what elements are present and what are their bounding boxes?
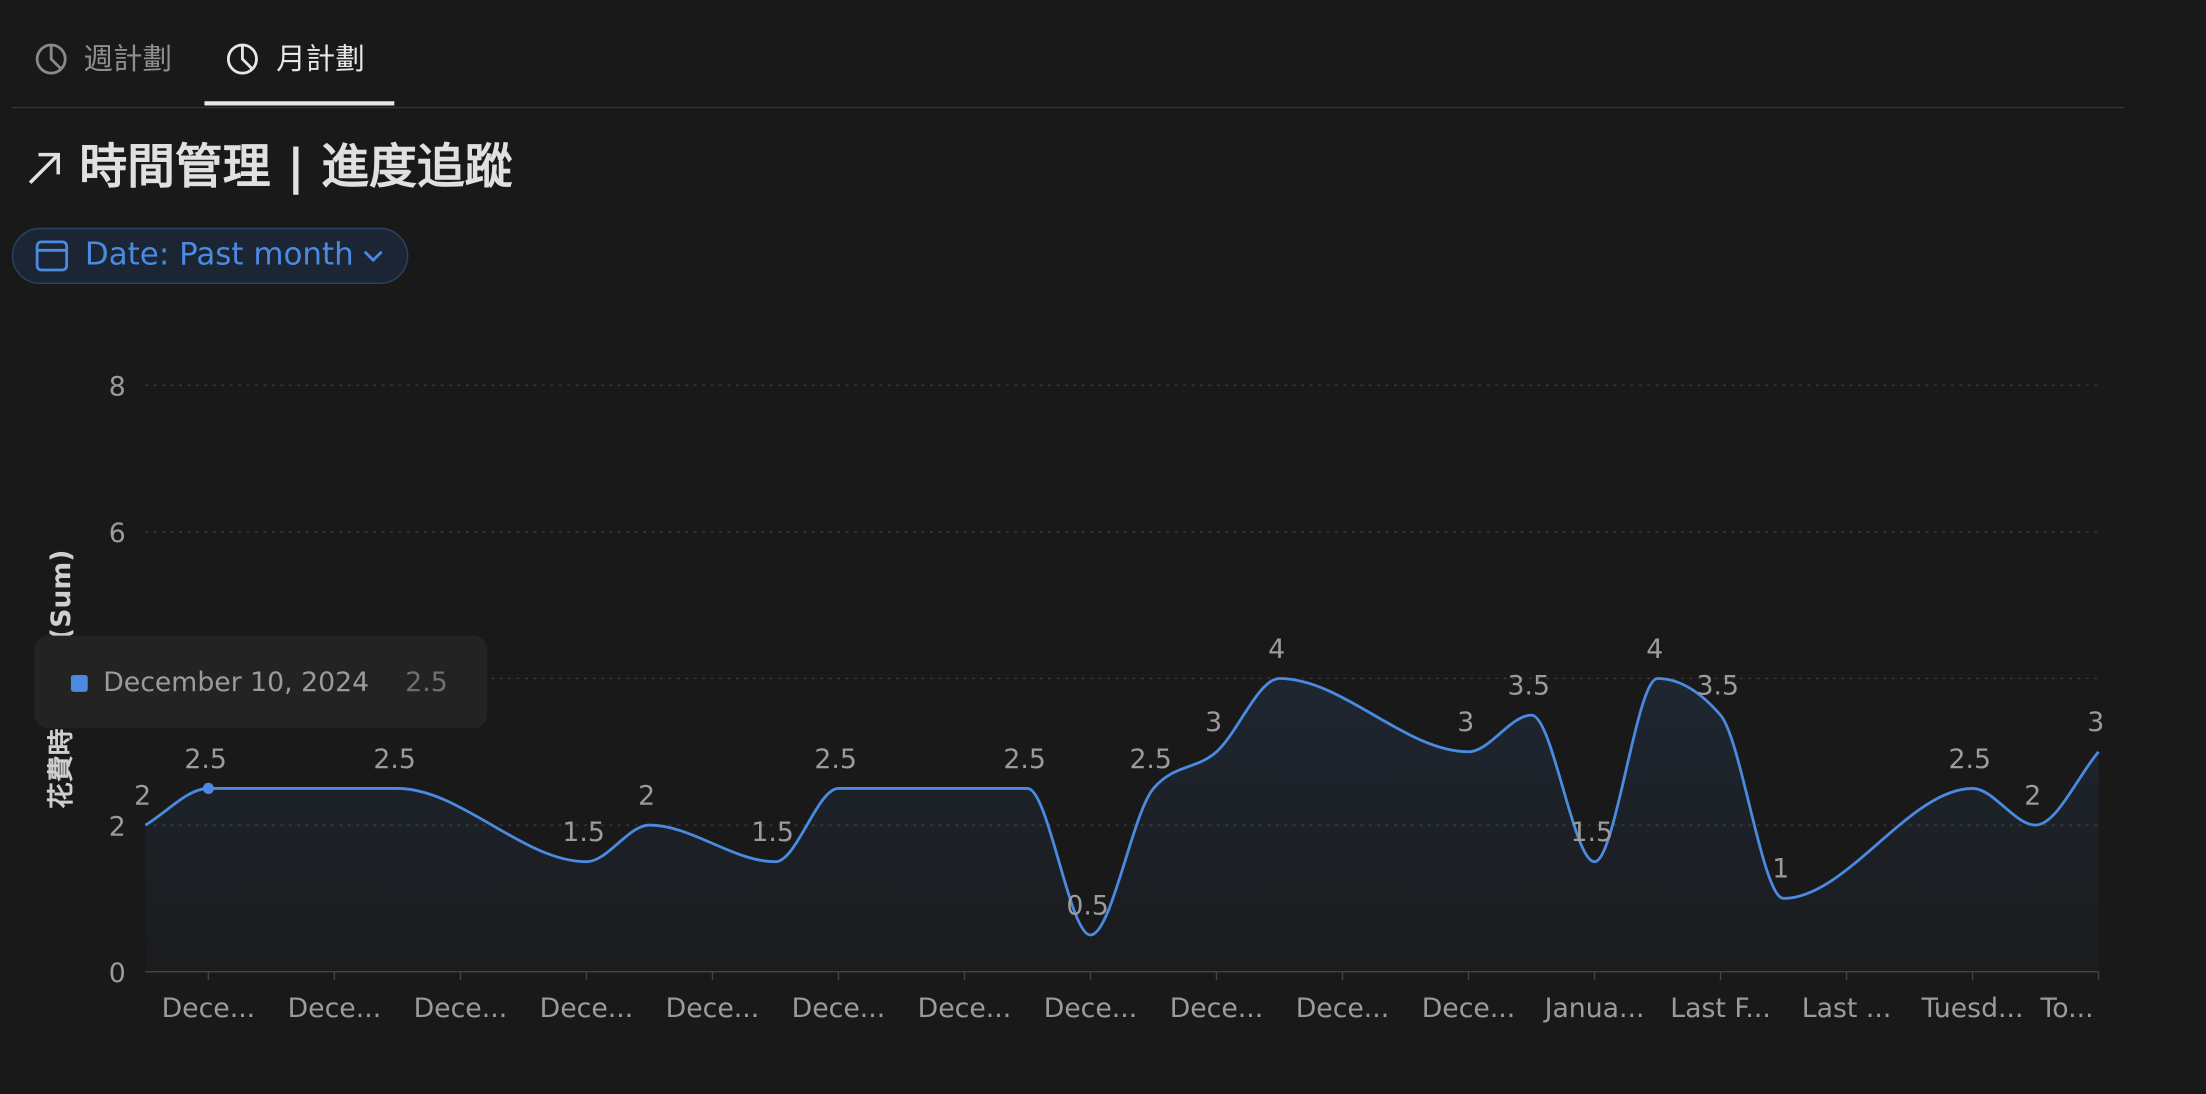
tooltip: December 10, 2024 2.5	[34, 635, 488, 729]
x-tick-label: Dece...	[540, 993, 634, 1024]
data-label: 2.5	[1003, 744, 1045, 775]
data-label: 3.5	[1696, 671, 1738, 702]
x-tick-label: Dece...	[1296, 993, 1390, 1024]
link-icon	[28, 152, 60, 185]
x-tick-label: Dece...	[162, 993, 256, 1024]
x-tick-label: To...	[2040, 993, 2094, 1024]
tab-label: 月計劃	[276, 42, 365, 76]
chart: 0 2 4 6 8 Dece... Dece... Dece... Dece... Dece...…	[109, 372, 2105, 1025]
data-label: 2.5	[814, 744, 856, 775]
tab-underline	[204, 101, 395, 106]
data-label: 3	[1457, 707, 1474, 738]
data-label: 2.5	[184, 744, 226, 775]
x-tick-label: Dece...	[288, 993, 382, 1024]
y-tick-label: 2	[109, 811, 126, 842]
page-title: 時間管理 | 進度追蹤	[79, 140, 512, 195]
x-tick-label: Janua...	[1543, 993, 1645, 1024]
tab-active[interactable]: 月計劃	[204, 42, 395, 106]
data-label: 3.5	[1507, 671, 1549, 702]
area	[145, 678, 2099, 972]
tab-icon	[49, 44, 63, 70]
data-label: 1.5	[1570, 817, 1612, 848]
tooltip-label: December 10, 2024	[103, 667, 369, 698]
data-label: 1.5	[751, 817, 793, 848]
x-tick-label: Dece...	[792, 993, 886, 1024]
data-label: 1.5	[562, 817, 604, 848]
x-tick-label: Dece...	[918, 993, 1012, 1024]
tab-label: 週計劃	[84, 42, 173, 76]
calendar-icon	[35, 240, 69, 272]
x-tick-label: Dece...	[1044, 993, 1138, 1024]
y-tick-label: 8	[109, 372, 126, 403]
tab[interactable]: 週計劃	[35, 42, 173, 76]
data-label: 3	[1205, 707, 1222, 738]
tab-icon	[241, 44, 254, 70]
data-label: 2	[2024, 780, 2041, 811]
data-label: 2	[638, 780, 655, 811]
x-tick-label: Dece...	[666, 993, 760, 1024]
filter-button[interactable]: Date: Past month	[11, 227, 409, 285]
line	[144, 677, 2100, 937]
tooltip-swatch	[70, 674, 88, 692]
x-tick-label: Last F...	[1670, 993, 1771, 1024]
data-label: 2.5	[373, 744, 415, 775]
x-tick-label: Last ...	[1802, 993, 1892, 1024]
y-tick-label: 0	[109, 958, 126, 989]
data-label: 0.5	[1066, 890, 1108, 921]
data-label: 4	[1268, 634, 1285, 665]
y-tick-label: 6	[109, 518, 126, 549]
data-label: 2.5	[1129, 744, 1171, 775]
data-label: 3	[2087, 707, 2104, 738]
hover-point	[202, 782, 215, 795]
x-tick-label: Dece...	[1422, 993, 1516, 1024]
chevron	[363, 250, 383, 263]
data-label: 2.5	[1949, 744, 1991, 775]
tooltip-value: 2.5	[405, 667, 447, 698]
tooltip-box	[34, 635, 488, 729]
x-tick-label: Tuesd...	[1921, 993, 2024, 1024]
data-label: 2	[134, 780, 151, 811]
data-label: 4	[1646, 634, 1663, 665]
filter-pill	[11, 227, 409, 285]
filter-label: Date: Past month	[85, 236, 354, 272]
x-tick-label: Dece...	[414, 993, 508, 1024]
x-tick-label: Dece...	[1170, 993, 1264, 1024]
data-label: 1	[1772, 854, 1789, 885]
